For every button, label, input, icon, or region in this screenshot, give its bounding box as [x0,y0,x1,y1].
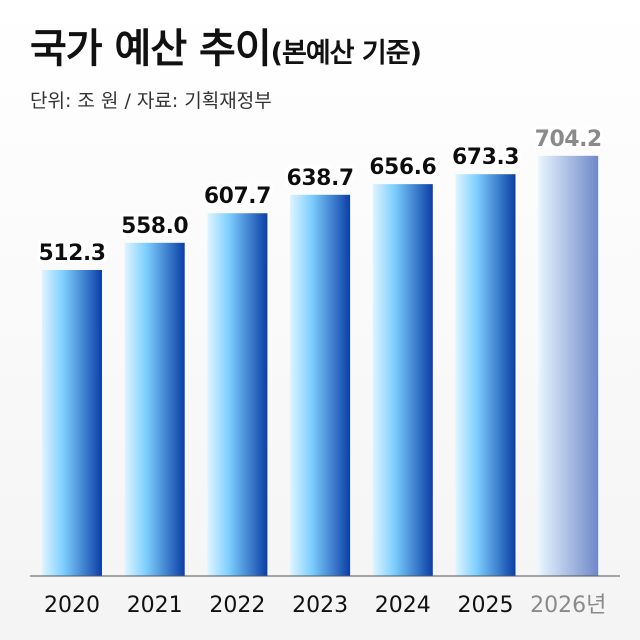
x-tick-2022: 2022 [209,593,265,618]
bar-2023 [290,194,351,577]
bar-2020 [42,270,102,576]
x-tick-2026년: 2026년 [530,593,606,618]
chart-title-sub: (본예산 기준) [270,38,422,69]
bar-2024 [372,184,433,577]
unit-source-note: 단위: 조 원 / 자료: 기획재정부 [30,90,272,112]
x-tick-labels-group: 2020 2021 2022 2023 2024 2025 2026년 [44,593,606,618]
value-label-2023: 638.7 [287,166,354,191]
value-label-2020: 512.3 [38,241,105,266]
x-tick-2024: 2024 [375,593,431,618]
bar-2022 [207,213,268,576]
bars-group [42,155,599,577]
chart-title: 국가 예산 추이(본예산 기준) [30,16,422,74]
x-tick-2025: 2025 [458,593,514,618]
x-tick-2021: 2021 [127,593,183,618]
value-label-2026년: 704.2 [535,127,602,152]
value-labels-group: 512.3 558.0 607.7 638.7 656.6 673.3 704.2 [38,127,602,266]
value-label-2022: 607.7 [204,184,271,209]
bar-2025 [455,174,516,576]
value-label-2025: 673.3 [452,145,519,170]
chart-title-main: 국가 예산 추이 [30,26,272,72]
x-tick-2023: 2023 [292,593,348,618]
x-tick-2020: 2020 [44,593,100,618]
bar-2021 [124,242,185,576]
value-label-2024: 656.6 [369,155,436,180]
bar-2026년 [538,155,599,576]
value-label-2021: 558.0 [121,214,188,239]
